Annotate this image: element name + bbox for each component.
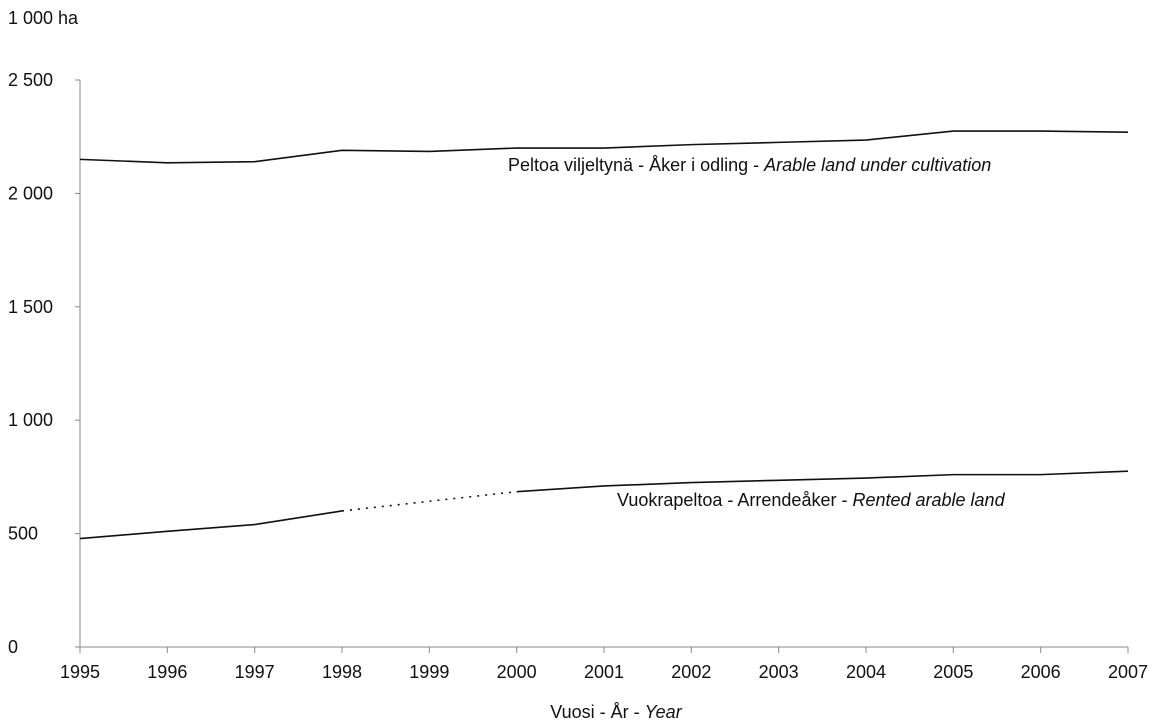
series-label-rented-land-plain: Vuokrapeltoa - Arrendeåker - <box>617 490 852 510</box>
series-label-arable-land-plain: Peltoa viljeltynä - Åker i odling - <box>508 155 764 175</box>
series-label-rented-land: Vuokrapeltoa - Arrendeåker - Rented arab… <box>617 490 1006 510</box>
x-tick-label: 1995 <box>60 662 100 682</box>
series-line-rented-land <box>516 470 1129 493</box>
plot-area: 0 500 1 000 1 500 2 000 2 500 1995 1996 1997 1998… <box>8 70 1148 682</box>
y-tick-label: 500 <box>8 524 38 544</box>
x-tick-label: 2001 <box>584 662 624 682</box>
y-tick-label: 0 <box>8 637 18 657</box>
x-tick-label: 1999 <box>409 662 449 682</box>
x-tick-label: 2002 <box>671 662 711 682</box>
x-axis-title-italic: Year <box>645 702 683 722</box>
series-gap-dotted-rented-land <box>341 490 517 512</box>
series-line-rented-land <box>79 510 343 540</box>
x-tick-label: 1996 <box>147 662 187 682</box>
x-axis-title: Vuosi - År - Year <box>550 702 682 722</box>
x-axis-title-plain: Vuosi - År - <box>550 702 644 722</box>
y-unit-label: 1 000 ha <box>8 8 79 28</box>
y-tick-label: 2 500 <box>8 70 53 90</box>
x-tick-label: 1997 <box>235 662 275 682</box>
x-tick-label: 2006 <box>1021 662 1061 682</box>
x-tick-label: 2004 <box>846 662 886 682</box>
series-label-arable-land-italic: Arable land under cultivation <box>763 155 991 175</box>
series-label-rented-land-italic: Rented arable land <box>852 490 1005 510</box>
x-tick-label: 2000 <box>497 662 537 682</box>
x-tick-label: 1998 <box>322 662 362 682</box>
x-tick-label: 2005 <box>933 662 973 682</box>
series-label-arable-land: Peltoa viljeltynä - Åker i odling - Arab… <box>508 155 991 175</box>
x-tick-label: 2003 <box>759 662 799 682</box>
y-tick-label: 1 000 <box>8 410 53 430</box>
series-line-arable-land <box>79 130 1129 164</box>
y-tick-label: 1 500 <box>8 297 53 317</box>
y-tick-label: 2 000 <box>8 183 53 203</box>
y-unit-text: 1 000 ha <box>8 8 79 28</box>
x-tick-label: 2007 <box>1108 662 1148 682</box>
